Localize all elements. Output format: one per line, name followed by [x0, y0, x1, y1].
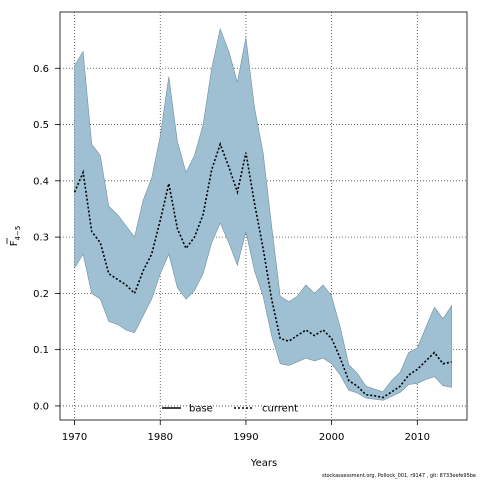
y-tick-label: 0.3 [33, 233, 49, 244]
legend-label-base: base [189, 404, 213, 415]
x-tick-label: 1970 [62, 432, 87, 443]
y-tick-label: 0.1 [33, 345, 49, 356]
y-tick-label: 0.4 [33, 176, 49, 187]
y-axis: 0.0 0.1 0.2 0.3 0.4 0.5 0.6 [33, 64, 60, 412]
y-axis-title-main: F [9, 240, 20, 246]
y-tick-label: 0.0 [33, 401, 49, 412]
x-tick-label: 2010 [405, 432, 430, 443]
y-axis-title-subscript: 4−5 [14, 226, 22, 241]
legend: base current [162, 404, 298, 415]
y-tick-label: 0.6 [33, 64, 49, 75]
x-tick-label: 1990 [233, 432, 258, 443]
x-tick-label: 1980 [148, 432, 173, 443]
y-axis-title: F4−5 [6, 226, 22, 247]
x-axis: 1970 1980 1990 2000 2010 [62, 420, 430, 443]
legend-label-current: current [262, 404, 298, 415]
y-tick-label: 0.2 [33, 289, 49, 300]
x-tick-label: 2000 [319, 432, 344, 443]
confidence-band [74, 27, 452, 401]
y-tick-label: 0.5 [33, 120, 49, 131]
svg-text:F4−5: F4−5 [9, 226, 22, 247]
series-line-current [73, 141, 452, 399]
footnote: stockassessment.org, Pollock_001, r9147 … [322, 473, 476, 479]
x-axis-title: Years [250, 458, 277, 469]
plot-frame [59, 11, 468, 421]
